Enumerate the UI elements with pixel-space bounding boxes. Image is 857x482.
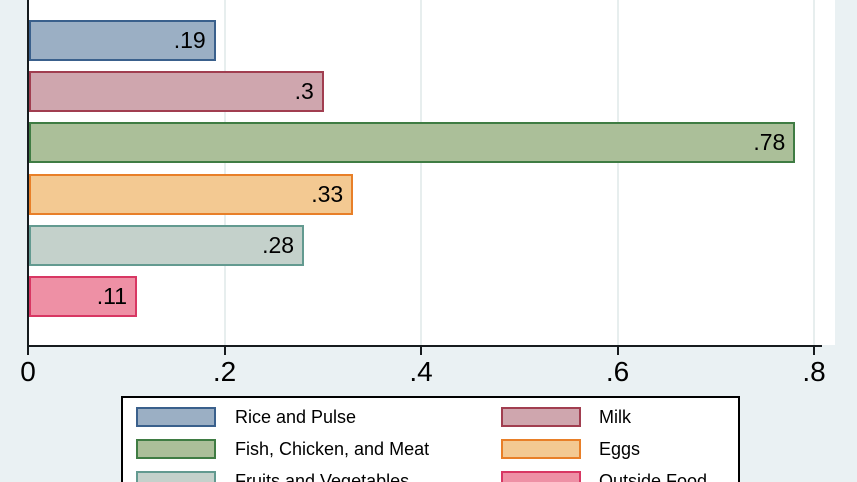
legend-swatch-fish-chicken-and-meat	[136, 439, 216, 459]
legend-label-milk: Milk	[599, 407, 631, 427]
plot-area: .19 .3 .78 .33 .28 .11	[29, 0, 835, 345]
legend-label-fish-chicken-and-meat: Fish, Chicken, and Meat	[235, 439, 430, 459]
bar-value-label-milk: .3	[294, 78, 314, 104]
x-tick-label-6: .6	[605, 356, 630, 387]
bar-fish-chicken-and-meat	[29, 122, 796, 163]
legend-swatch-outside-food	[501, 471, 581, 482]
legend-label-fruits-and-vegetables: Fruits and Vegetables	[235, 471, 410, 482]
x-tick-6	[616, 347, 619, 355]
bar-value-label-eggs: .33	[311, 181, 344, 207]
bar-outside-food	[29, 276, 138, 317]
legend-label-eggs: Eggs	[599, 439, 641, 459]
x-tick-label-0: 0	[20, 356, 36, 387]
bar-value-label-fish-chicken-and-meat: .78	[753, 129, 786, 155]
legend-swatch-eggs	[501, 439, 581, 459]
x-tick-0	[27, 347, 29, 355]
y-axis-line	[27, 0, 29, 346]
x-tick-label-4: .4	[409, 356, 433, 387]
x-tick-2	[223, 347, 226, 355]
x-tick-label-2: .2	[212, 356, 237, 387]
x-tick-label-8: .8	[802, 356, 826, 387]
legend-swatch-fruits-and-vegetables	[136, 471, 216, 482]
x-axis-line	[27, 345, 822, 347]
bar-milk	[29, 71, 324, 112]
legend: Rice and Pulse Milk Fish, Chicken, and Mea…	[121, 396, 740, 482]
bar-eggs	[29, 174, 354, 215]
gridline-2	[223, 0, 226, 345]
legend-label-outside-food: Outside Food	[599, 471, 708, 482]
gridline-4	[420, 0, 422, 345]
bar-value-label-fruits-and-vegetables: .28	[262, 232, 295, 258]
bar-rice-and-pulse	[29, 20, 216, 61]
x-tick-4	[420, 347, 422, 355]
legend-swatch-milk	[501, 407, 581, 427]
bar-value-label-outside-food: .11	[96, 283, 128, 309]
bar-value-label-rice-and-pulse: .19	[173, 27, 206, 53]
gridline-8	[813, 0, 815, 345]
x-tick-8	[813, 347, 815, 355]
gridline-6	[616, 0, 619, 345]
bar-fruits-and-vegetables	[29, 225, 305, 266]
legend-swatch-rice-and-pulse	[136, 407, 216, 427]
legend-label-rice-and-pulse: Rice and Pulse	[235, 407, 357, 427]
